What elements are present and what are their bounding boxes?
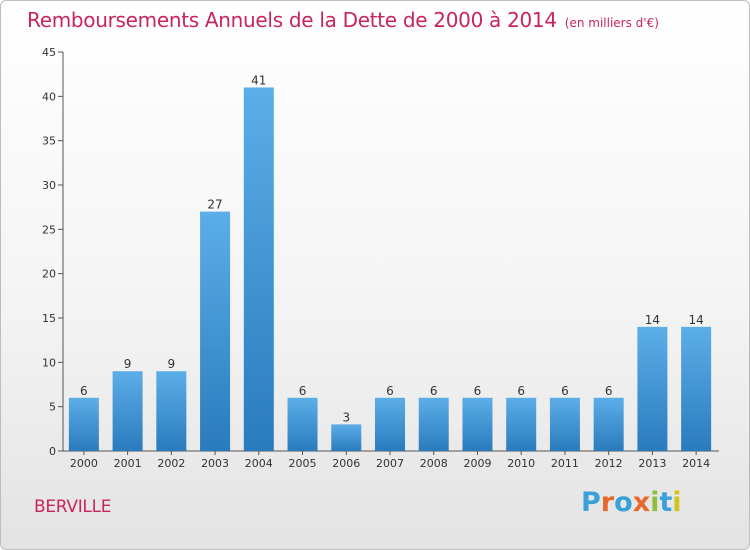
x-tick-label-2005: 2005 [289,457,317,470]
bar-2005 [287,397,318,451]
y-tick-label: 5 [49,401,56,414]
bar-2002 [156,371,187,451]
bar-2011 [549,397,580,451]
data-label-2011: 6 [561,384,569,398]
x-tick-label-2001: 2001 [114,457,142,470]
y-tick-label: 15 [42,312,56,325]
x-tick-label-2013: 2013 [638,457,666,470]
data-label-2008: 6 [430,384,438,398]
bar-2000 [68,397,99,451]
x-tick-label-2012: 2012 [595,457,623,470]
x-tick-label-2002: 2002 [157,457,185,470]
chart-title: Remboursements Annuels de la Dette de 20… [27,8,659,32]
data-labels: 6 9 9 27 41 6 3 6 6 6 6 6 6 14 14 [80,73,704,424]
bar-2003 [200,211,231,451]
bar-2007 [375,397,405,451]
x-tick-label-2011: 2011 [551,457,579,470]
x-tick-label-2010: 2010 [507,457,535,470]
logo-letter: x [632,487,651,518]
x-tick-label-2003: 2003 [201,457,229,470]
bar-2004 [243,87,274,451]
bar-2012 [593,397,624,451]
data-label-2004: 41 [251,73,266,87]
data-label-2014: 14 [688,313,703,327]
y-tick-label: 35 [42,135,56,148]
data-label-2010: 6 [517,384,525,398]
logo-letter: r [600,487,615,518]
data-label-2007: 6 [386,384,394,398]
bar-2009 [462,397,493,451]
y-tick-label: 0 [49,445,56,458]
bar-2013 [637,326,668,451]
x-tick-label-2014: 2014 [682,457,710,470]
data-label-2013: 14 [645,313,660,327]
bar-2001 [112,371,143,451]
data-label-2002: 9 [168,357,176,371]
x-tick-label-2009: 2009 [463,457,491,470]
bar-2006 [331,424,362,451]
bar-2014 [681,326,712,451]
logo-letter: i [672,487,682,518]
logo-letter: t [659,487,673,518]
commune-name: BERVILLE [34,497,112,517]
data-label-2003: 27 [207,198,222,212]
x-tick-label-2006: 2006 [332,457,360,470]
logo-letter: o [614,487,633,518]
y-tick-label: 20 [42,268,56,281]
data-label-2001: 9 [124,357,132,371]
x-tick-label-2007: 2007 [376,457,404,470]
bar-2010 [506,397,537,451]
data-label-2000: 6 [80,384,88,398]
data-label-2012: 6 [605,384,613,398]
y-tick-label: 45 [42,46,56,59]
y-tick-label: 10 [42,356,56,369]
x-tick-label-2000: 2000 [70,457,98,470]
x-tick-label-2008: 2008 [420,457,448,470]
axes: 0 5 10 15 20 25 30 35 40 45 2000 2001 2002 2003 2004 20… [42,46,719,470]
chart-title-text: Remboursements Annuels de la Dette de 20… [27,8,557,32]
proxiti-logo: Proxiti [581,487,682,518]
data-label-2005: 6 [299,384,307,398]
chart-unit: (en milliers d'€) [564,16,659,30]
data-label-2009: 6 [474,384,482,398]
bar-2008 [418,397,449,451]
logo-letter: P [581,487,601,518]
y-tick-label: 30 [42,179,56,192]
data-label-2006: 3 [342,410,350,424]
x-tick-label-2004: 2004 [245,457,273,470]
logo-letter: i [650,487,660,518]
bars [68,87,712,451]
y-tick-label: 25 [42,223,56,236]
y-tick-label: 40 [42,90,56,103]
